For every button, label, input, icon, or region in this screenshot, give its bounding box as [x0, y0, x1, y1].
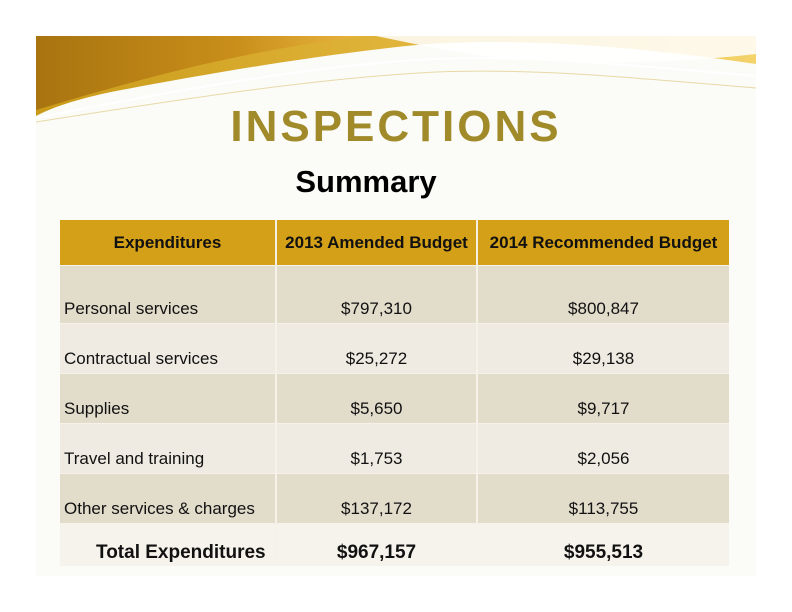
total-row: Total Expenditures $967,157 $955,513 [60, 523, 729, 566]
table-row: Supplies $5,650 $9,717 [60, 373, 729, 424]
row-label: Other services & charges [60, 473, 277, 524]
cell-2014: $800,847 [477, 265, 729, 324]
cell-2013: $5,650 [276, 373, 478, 424]
row-label: Personal services [60, 265, 277, 324]
cell-2013: $1,753 [276, 423, 478, 474]
cell-2014: $113,755 [477, 473, 729, 524]
table-row: Contractual services $25,272 $29,138 [60, 323, 729, 374]
row-label: Supplies [60, 373, 277, 424]
total-2013: $967,157 [276, 523, 478, 566]
decorative-swoosh [36, 36, 756, 123]
slide: INSPECTIONS Summary Expenditures 2013 Am… [36, 36, 756, 576]
table-row: Travel and training $1,753 $2,056 [60, 423, 729, 474]
row-label: Travel and training [60, 423, 277, 474]
table-row: Other services & charges $137,172 $113,7… [60, 473, 729, 524]
slide-subtitle: Summary [295, 164, 437, 199]
table-header-row: Expenditures 2013 Amended Budget 2014 Re… [60, 220, 729, 266]
cell-2014: $29,138 [477, 323, 729, 374]
cell-2013: $25,272 [276, 323, 478, 374]
header-2013-amended: 2013 Amended Budget [276, 220, 478, 266]
budget-table: Expenditures 2013 Amended Budget 2014 Re… [60, 220, 729, 566]
cell-2014: $9,717 [477, 373, 729, 424]
slide-title: INSPECTIONS [230, 102, 562, 151]
total-2014: $955,513 [477, 523, 729, 566]
cell-2013: $137,172 [276, 473, 478, 524]
table-row: Personal services $797,310 $800,847 [60, 265, 729, 324]
cell-2014: $2,056 [477, 423, 729, 474]
cell-2013: $797,310 [276, 265, 478, 324]
row-label: Contractual services [60, 323, 277, 374]
header-2014-recommended: 2014 Recommended Budget [477, 220, 729, 266]
total-label: Total Expenditures [60, 523, 277, 566]
header-expenditures: Expenditures [60, 220, 277, 266]
